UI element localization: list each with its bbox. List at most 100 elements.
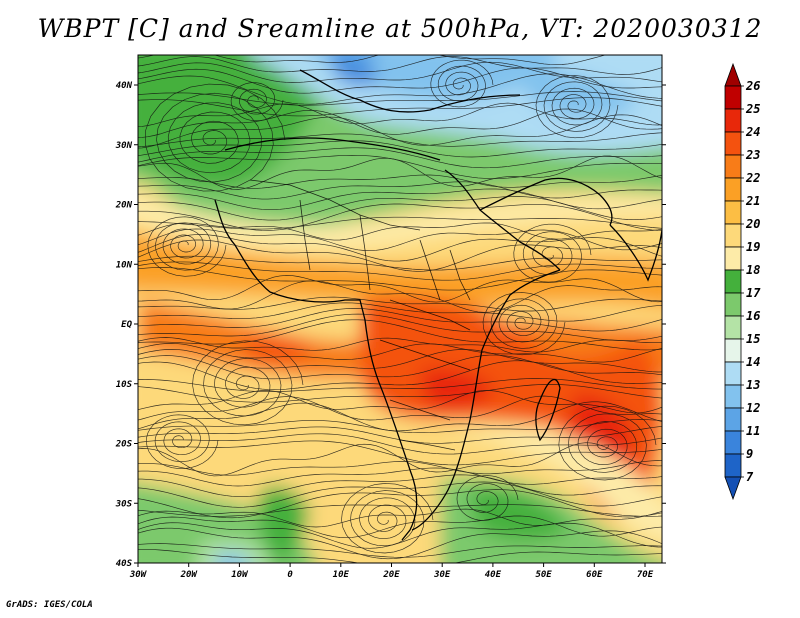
streamline-flow <box>138 73 662 105</box>
temperature-field <box>138 55 662 563</box>
colorbar-label: 18 <box>746 263 760 277</box>
colorbar-segment <box>724 453 742 478</box>
colorbar-label: 12 <box>746 401 760 415</box>
lon-label: 60E <box>586 570 603 580</box>
streamline-flow <box>138 267 662 291</box>
streamline-flow <box>138 440 662 466</box>
colorbar-segment <box>724 292 742 317</box>
colorbar-label: 23 <box>745 148 760 162</box>
lon-label: 10E <box>333 570 350 580</box>
streamline-flow <box>138 91 662 106</box>
streamline-flow <box>138 155 662 190</box>
colorbar-label: 20 <box>745 217 760 231</box>
colorbar-label: 16 <box>746 309 760 323</box>
streamline-flow <box>138 147 662 169</box>
colorbar-label: 7 <box>746 470 754 484</box>
streamline-flow <box>138 203 662 231</box>
colorbar-segment <box>724 361 742 386</box>
lat-label: 20N <box>115 201 133 211</box>
streamline-flow <box>138 108 662 138</box>
colorbar-label: 26 <box>745 79 760 93</box>
streamline-flow <box>138 527 662 560</box>
map-frame <box>137 54 663 564</box>
streamline-flow <box>138 181 662 200</box>
streamline-flow <box>138 308 662 332</box>
streamline-vortex <box>456 475 519 521</box>
streamline-flow <box>138 522 662 549</box>
colorbar-segment <box>724 108 742 133</box>
streamline-flow <box>138 132 662 148</box>
map-title: WBPT [C] and Sreamline at 500hPa, VT: 20… <box>37 14 763 43</box>
streamline-flow <box>138 255 662 271</box>
streamline-flow <box>138 508 662 528</box>
colorbar-label: 21 <box>745 194 760 208</box>
streamline-flow <box>138 337 662 353</box>
lat-label: 30N <box>115 141 133 151</box>
streamline-flow <box>138 360 662 391</box>
streamline-flow <box>138 481 662 508</box>
streamline-flow <box>138 114 662 149</box>
colorbar-label: 9 <box>746 447 753 461</box>
colorbar-segment <box>724 338 742 363</box>
lon-label: 30E <box>433 570 451 580</box>
streamline-flow <box>138 55 662 65</box>
country-borders <box>249 179 471 451</box>
streamline-flow <box>138 378 662 393</box>
colorbar-segment <box>724 315 742 340</box>
streamline-flow <box>138 419 662 434</box>
streamline-flow <box>138 140 662 158</box>
streamline-flow <box>138 97 662 117</box>
streamline-flow <box>138 275 662 303</box>
streamline-flow <box>138 188 662 210</box>
lat-label: 20S <box>115 440 133 450</box>
colorbar-label: 17 <box>746 286 761 300</box>
streamline-flow <box>138 239 662 272</box>
lat-label: 40N <box>116 81 133 91</box>
streamlines <box>138 55 662 563</box>
streamline-flow <box>138 390 662 414</box>
lat-label: 10S <box>116 380 133 390</box>
streamline-flow <box>138 460 662 476</box>
colorbar-segment <box>724 269 742 294</box>
streamline-flow <box>138 442 662 477</box>
coastlines <box>214 69 662 541</box>
streamline-vortex <box>147 216 227 277</box>
streamline-flow <box>138 261 662 281</box>
colorbar-segment <box>724 430 742 455</box>
streamline-flow <box>138 216 662 230</box>
colorbar-segment <box>724 223 742 248</box>
streamline-vortex <box>535 75 619 139</box>
colorbar-label: 11 <box>746 424 760 438</box>
lat-label: 40S <box>116 559 133 569</box>
streamline-flow <box>138 319 662 351</box>
streamline-vortex <box>430 59 494 108</box>
streamline-flow <box>138 102 662 127</box>
streamline-flow <box>138 67 662 94</box>
colorbar-label: 15 <box>746 332 760 346</box>
streamline-flow <box>138 56 662 75</box>
credit-text: GrADS: IGES/COLA <box>6 600 93 610</box>
lon-label: 40E <box>485 570 502 580</box>
streamline-vortex <box>513 223 592 283</box>
colorbar-segment <box>724 177 742 202</box>
map-panel <box>138 55 662 563</box>
colorbar-label: 22 <box>745 171 760 185</box>
streamline-flow <box>138 234 662 262</box>
colorbar-segment <box>724 154 742 179</box>
lon-label: 20W <box>180 570 199 580</box>
colorbar-label: 25 <box>745 102 760 116</box>
streamline-flow <box>138 474 662 497</box>
streamline-flow <box>138 196 662 221</box>
lat-label: 30S <box>115 499 133 509</box>
colorbar-segment <box>724 200 742 225</box>
streamline-vortex <box>341 483 434 554</box>
lon-label: 70E <box>637 570 654 580</box>
colorbar-segment <box>724 131 742 156</box>
lat-label: EQ <box>121 320 132 330</box>
lon-label: 0 <box>287 570 293 580</box>
streamline-flow <box>138 543 662 558</box>
streamline-flow <box>138 433 662 455</box>
colorbar-segment <box>724 384 742 409</box>
